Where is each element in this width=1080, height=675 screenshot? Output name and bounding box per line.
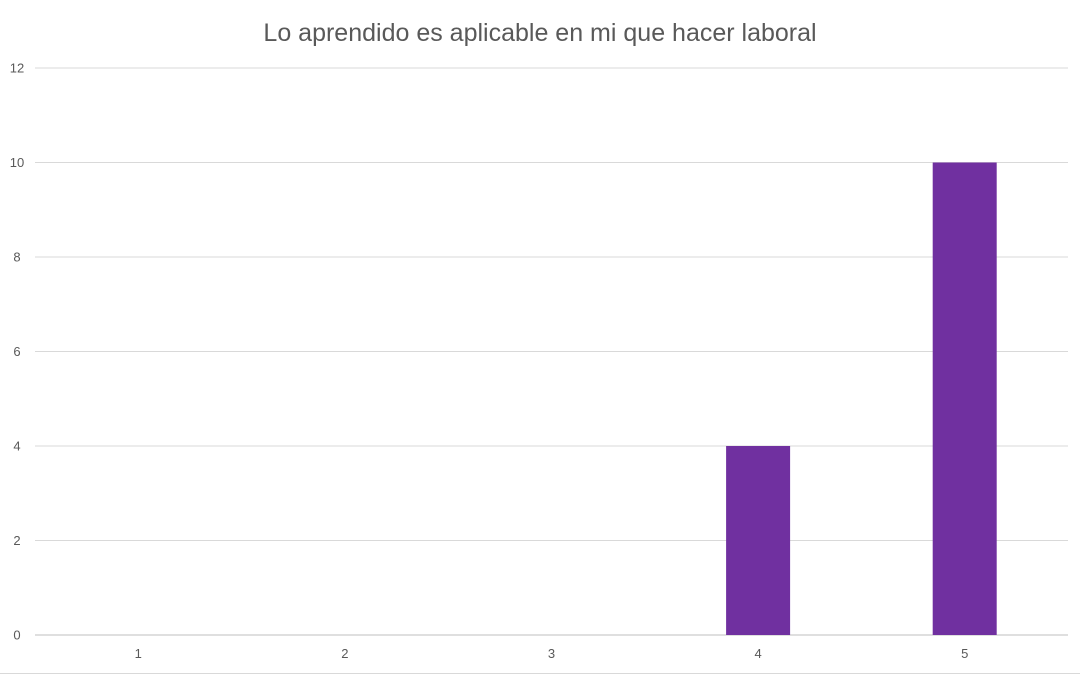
- x-tick-label-4: 4: [754, 646, 761, 661]
- y-axis-tick-labels: 0 2 4 6 8 10 12: [10, 61, 24, 643]
- x-tick-label-5: 5: [961, 646, 968, 661]
- chart-title: Lo aprendido es aplicable en mi que hace…: [263, 19, 816, 47]
- y-tick-label-12: 12: [10, 61, 24, 76]
- y-tick-label-10: 10: [10, 155, 24, 170]
- bars: [726, 162, 997, 635]
- bar-5: [932, 162, 997, 635]
- y-tick-label-6: 6: [13, 344, 20, 359]
- bar-4: [726, 446, 791, 635]
- gridlines: [0, 67, 1080, 674]
- y-tick-label-8: 8: [13, 250, 20, 265]
- x-tick-label-1: 1: [135, 646, 142, 661]
- y-tick-label-2: 2: [13, 533, 20, 548]
- x-tick-label-3: 3: [548, 646, 555, 661]
- x-tick-label-2: 2: [341, 646, 348, 661]
- x-axis-tick-labels: 1 2 3 4 5: [135, 646, 969, 661]
- y-tick-label-4: 4: [13, 439, 20, 454]
- y-tick-label-0: 0: [13, 628, 20, 643]
